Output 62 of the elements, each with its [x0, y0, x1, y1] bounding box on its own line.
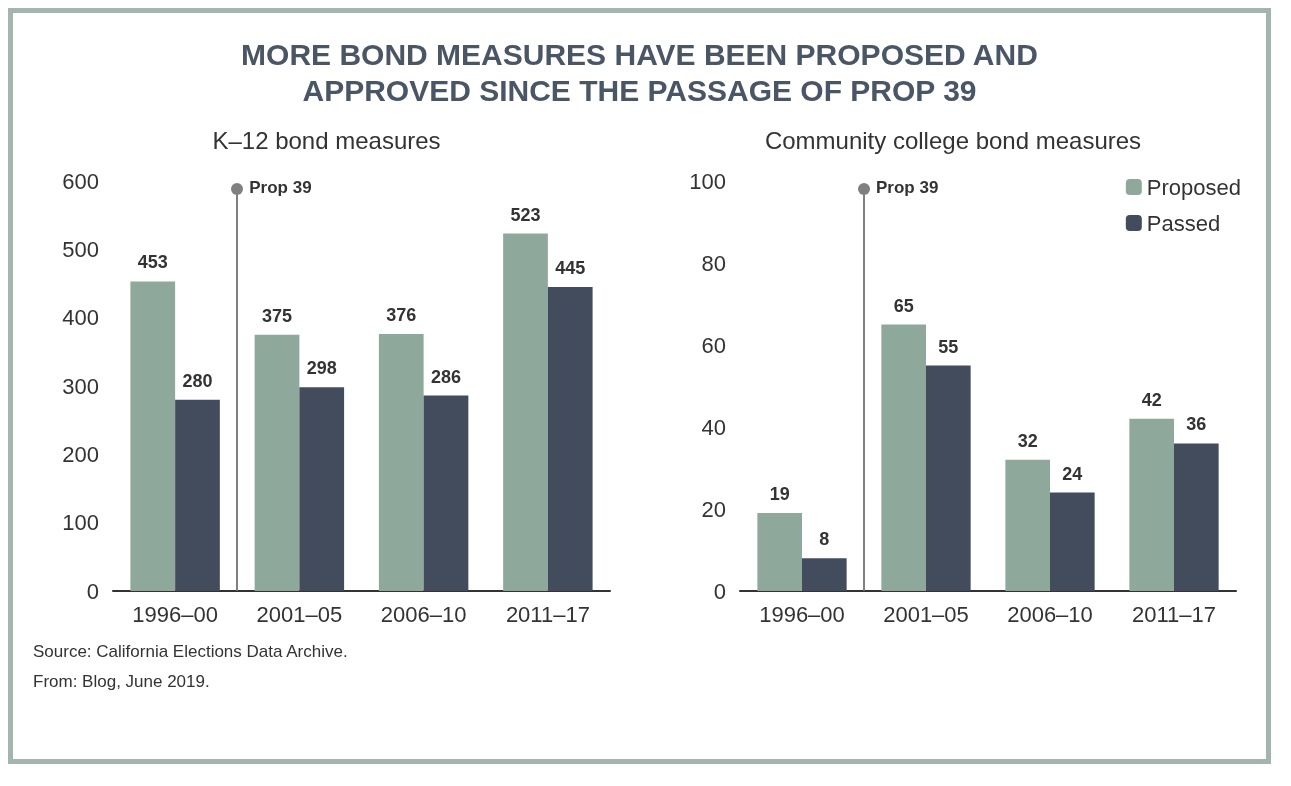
bar — [1129, 418, 1174, 591]
chart-subtitle: K–12 bond measures — [211, 127, 442, 155]
bar — [1005, 459, 1050, 591]
y-tick-label: 300 — [62, 373, 99, 399]
annotation: Prop 39 — [876, 178, 939, 199]
x-tick-label: 1996–00 — [132, 601, 218, 627]
bar — [254, 334, 300, 591]
bar — [423, 395, 469, 591]
bar — [1174, 443, 1219, 591]
y-tick-label: 400 — [62, 305, 99, 331]
data-label: 453 — [137, 252, 168, 273]
chart-title: MORE BOND MEASURES HAVE BEEN PROPOSED AND APPROVED SINCE THE PASSAGE OF PROP 39 — [240, 37, 1039, 109]
legend-label: Passed — [1146, 210, 1221, 236]
y-tick-label: 600 — [62, 168, 99, 194]
data-label: 19 — [769, 484, 790, 505]
x-tick-label: 1996–00 — [759, 601, 845, 627]
text: From: Blog, June 2019. — [33, 671, 211, 693]
bar — [757, 513, 802, 591]
data-label: 280 — [182, 370, 213, 391]
bar — [378, 334, 424, 591]
y-tick-label: 0 — [86, 578, 99, 604]
chart-subtitle: Community college bond measures — [763, 127, 1143, 155]
data-label: 298 — [306, 358, 337, 379]
bar — [1050, 492, 1095, 591]
x-tick-label: 2011–17 — [1131, 601, 1217, 627]
y-tick-label: 80 — [701, 250, 726, 276]
y-tick-label: 60 — [701, 332, 726, 358]
data-label: 32 — [1017, 430, 1038, 451]
data-label: 42 — [1141, 389, 1162, 410]
data-label: 55 — [938, 336, 959, 357]
bar — [881, 324, 926, 591]
x-tick-label: 2006–10 — [380, 601, 467, 627]
y-tick-label: 20 — [701, 496, 726, 522]
source-note: Source: California Elections Data Archive. — [33, 641, 349, 663]
legend-label: Proposed — [1146, 174, 1242, 200]
x-tick-label: 2001–05 — [256, 601, 343, 627]
x-tick-label: 2001–05 — [883, 601, 969, 627]
annotation: Prop 39 — [249, 178, 312, 199]
x-tick-label: 2006–10 — [1007, 601, 1093, 627]
y-tick-label: 200 — [62, 441, 99, 467]
bar — [175, 399, 220, 591]
bar — [926, 365, 971, 591]
data-label: 375 — [261, 305, 293, 326]
data-label: 24 — [1062, 463, 1083, 484]
data-label: 445 — [555, 257, 586, 278]
bar — [503, 233, 548, 591]
data-label: 523 — [510, 204, 541, 225]
y-tick-label: 100 — [689, 168, 726, 194]
bar — [130, 281, 176, 591]
y-tick-label: 100 — [62, 510, 99, 536]
data-label: 8 — [819, 529, 830, 550]
data-label: 286 — [430, 366, 462, 387]
x-tick-label: 2011–17 — [505, 601, 590, 627]
bar — [547, 286, 593, 591]
data-label: 36 — [1186, 414, 1207, 435]
bar — [299, 387, 345, 591]
data-label: 376 — [386, 305, 417, 326]
y-tick-label: 0 — [713, 578, 726, 604]
y-tick-label: 500 — [62, 236, 99, 262]
bar — [802, 558, 847, 591]
y-tick-label: 40 — [701, 414, 726, 440]
data-label: 65 — [893, 295, 914, 316]
